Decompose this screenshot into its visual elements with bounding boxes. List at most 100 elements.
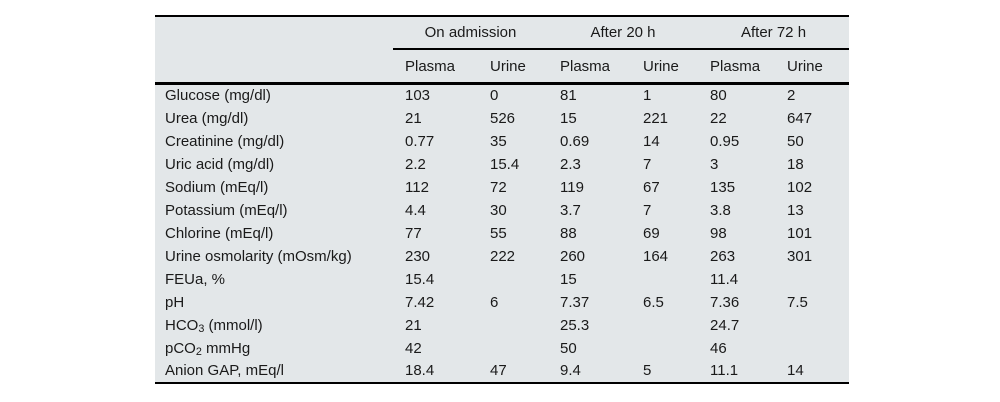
cell-value: 9.4 (560, 362, 581, 379)
cell-value: 6 (490, 293, 499, 311)
cell-value: 102 (787, 178, 813, 196)
cell-value: 55 (490, 224, 507, 242)
cell-value: 1 (643, 87, 652, 105)
cell-value (775, 268, 849, 291)
table-row: Creatinine (mg/dl) 0.77 35 0.69 14 0.95 … (155, 130, 849, 153)
table-row: Potassium (mEq/l) 4.4 30 3.7 7 3.8 13 (155, 199, 849, 222)
cell-value: 135 (710, 178, 736, 196)
row-label: pCO2 mmHg (165, 339, 251, 359)
column-group-after-72h: After 72 h (698, 16, 850, 50)
table-row: Sodium (mEq/l) 112 72 119 67 135 102 (155, 176, 849, 199)
row-label: Glucose (mg/dl) (165, 87, 271, 105)
table-row: FEUa, % 15.4 15 11.4 (155, 268, 849, 291)
cell-value: 80 (710, 87, 727, 105)
cell-value: 42 (405, 339, 422, 357)
cell-value: 119 (560, 178, 584, 196)
cell-value: 3.8 (710, 201, 731, 219)
cell-value: 112 (405, 178, 429, 196)
row-label: Uric acid (mg/dl) (165, 155, 275, 173)
table-row: Chlorine (mEq/l) 77 55 88 69 98 101 (155, 222, 849, 245)
subheader-urine-3: Urine (775, 49, 850, 85)
cell-value: 301 (787, 247, 813, 265)
cell-value: 21 (405, 109, 422, 127)
cell-value: 21 (405, 316, 422, 334)
cell-value: 30 (490, 201, 507, 219)
cell-value (631, 268, 698, 291)
cell-value: 7.36 (710, 293, 740, 311)
table-header: On admission After 20 h After 72 h Plasm… (155, 16, 850, 85)
cell-value: 0.69 (560, 132, 590, 150)
cell-value: 2 (787, 87, 796, 105)
lab-results-table-container: On admission After 20 h After 72 h Plasm… (155, 15, 850, 384)
cell-value: 15.4 (490, 155, 520, 173)
row-label: Urine osmolarity (mOsm/kg) (165, 247, 352, 265)
cell-value: 0.95 (710, 132, 740, 150)
table-row: Uric acid (mg/dl) 2.2 15.4 2.3 7 3 18 (155, 153, 849, 176)
cell-value: 69 (643, 224, 660, 242)
column-group-after-20h: After 20 h (548, 16, 699, 50)
row-label: Anion GAP, mEq/l (165, 362, 284, 379)
cell-value: 0 (490, 87, 499, 105)
table-row: HCO3 (mmol/l) 21 25.3 24.7 (155, 314, 849, 337)
table-row: Glucose (mg/dl) 103 0 81 1 80 2 (155, 84, 849, 107)
subheader-urine-2: Urine (631, 49, 699, 85)
subheader-urine-1: Urine (478, 49, 548, 85)
cell-value: 13 (787, 201, 804, 219)
subheader-row: Plasma Urine Plasma Urine Plasma Urine (155, 49, 850, 85)
cell-value: 7 (643, 201, 652, 219)
cell-value: 7 (643, 155, 652, 173)
cell-value: 4.4 (405, 201, 426, 219)
cell-value: 222 (490, 247, 516, 265)
cell-value: 72 (490, 178, 507, 196)
corner-empty-cell (155, 16, 393, 49)
column-group-on-admission: On admission (393, 16, 548, 50)
cell-value: 14 (787, 362, 804, 379)
row-label: Chlorine (mEq/l) (165, 224, 274, 242)
row-label: pH (165, 293, 185, 311)
cell-value: 25.3 (560, 316, 590, 334)
table-row: Anion GAP, mEq/l 18.4 47 9.4 5 11.1 14 (155, 360, 849, 383)
cell-value: 526 (490, 109, 516, 127)
cell-value: 77 (405, 224, 422, 242)
cell-value: 2.2 (405, 155, 426, 173)
cell-value: 18 (787, 155, 804, 173)
subheader-plasma-1: Plasma (393, 49, 478, 85)
subheader-plasma-3: Plasma (698, 49, 776, 85)
cell-value: 0.77 (405, 132, 435, 150)
column-group-row: On admission After 20 h After 72 h (155, 16, 850, 50)
cell-value: 50 (560, 339, 577, 357)
cell-value: 6.5 (643, 293, 664, 311)
cell-value: 7.5 (787, 293, 808, 311)
cell-value: 47 (490, 362, 507, 379)
cell-value: 67 (643, 178, 660, 196)
cell-value: 103 (405, 87, 431, 105)
table-row: pCO2 mmHg 42 50 46 (155, 337, 849, 360)
cell-value: 46 (710, 339, 727, 357)
row-label: Creatinine (mg/dl) (165, 132, 285, 150)
cell-value: 50 (787, 132, 804, 150)
cell-value: 221 (643, 109, 669, 127)
cell-value: 11.1 (710, 362, 739, 379)
cell-value: 3 (710, 155, 719, 173)
lab-results-table: On admission After 20 h After 72 h Plasm… (155, 15, 850, 384)
cell-value: 14 (643, 132, 660, 150)
cell-value: 88 (560, 224, 577, 242)
cell-value (631, 337, 698, 360)
cell-value: 647 (787, 109, 813, 127)
cell-value (478, 337, 548, 360)
row-label: Urea (mg/dl) (165, 109, 249, 127)
subheader-plasma-2: Plasma (548, 49, 631, 85)
cell-value: 15 (560, 109, 577, 127)
row-label: HCO3 (mmol/l) (165, 316, 263, 336)
cell-value (478, 314, 548, 337)
row-label: Sodium (mEq/l) (165, 178, 269, 196)
cell-value: 3.7 (560, 201, 581, 219)
cell-value: 263 (710, 247, 736, 265)
table-row: Urine osmolarity (mOsm/kg) 230 222 260 1… (155, 245, 849, 268)
cell-value: 81 (560, 87, 577, 105)
cell-value (775, 314, 849, 337)
cell-value (631, 314, 698, 337)
cell-value: 7.42 (405, 293, 435, 311)
cell-value: 15.4 (405, 270, 435, 288)
